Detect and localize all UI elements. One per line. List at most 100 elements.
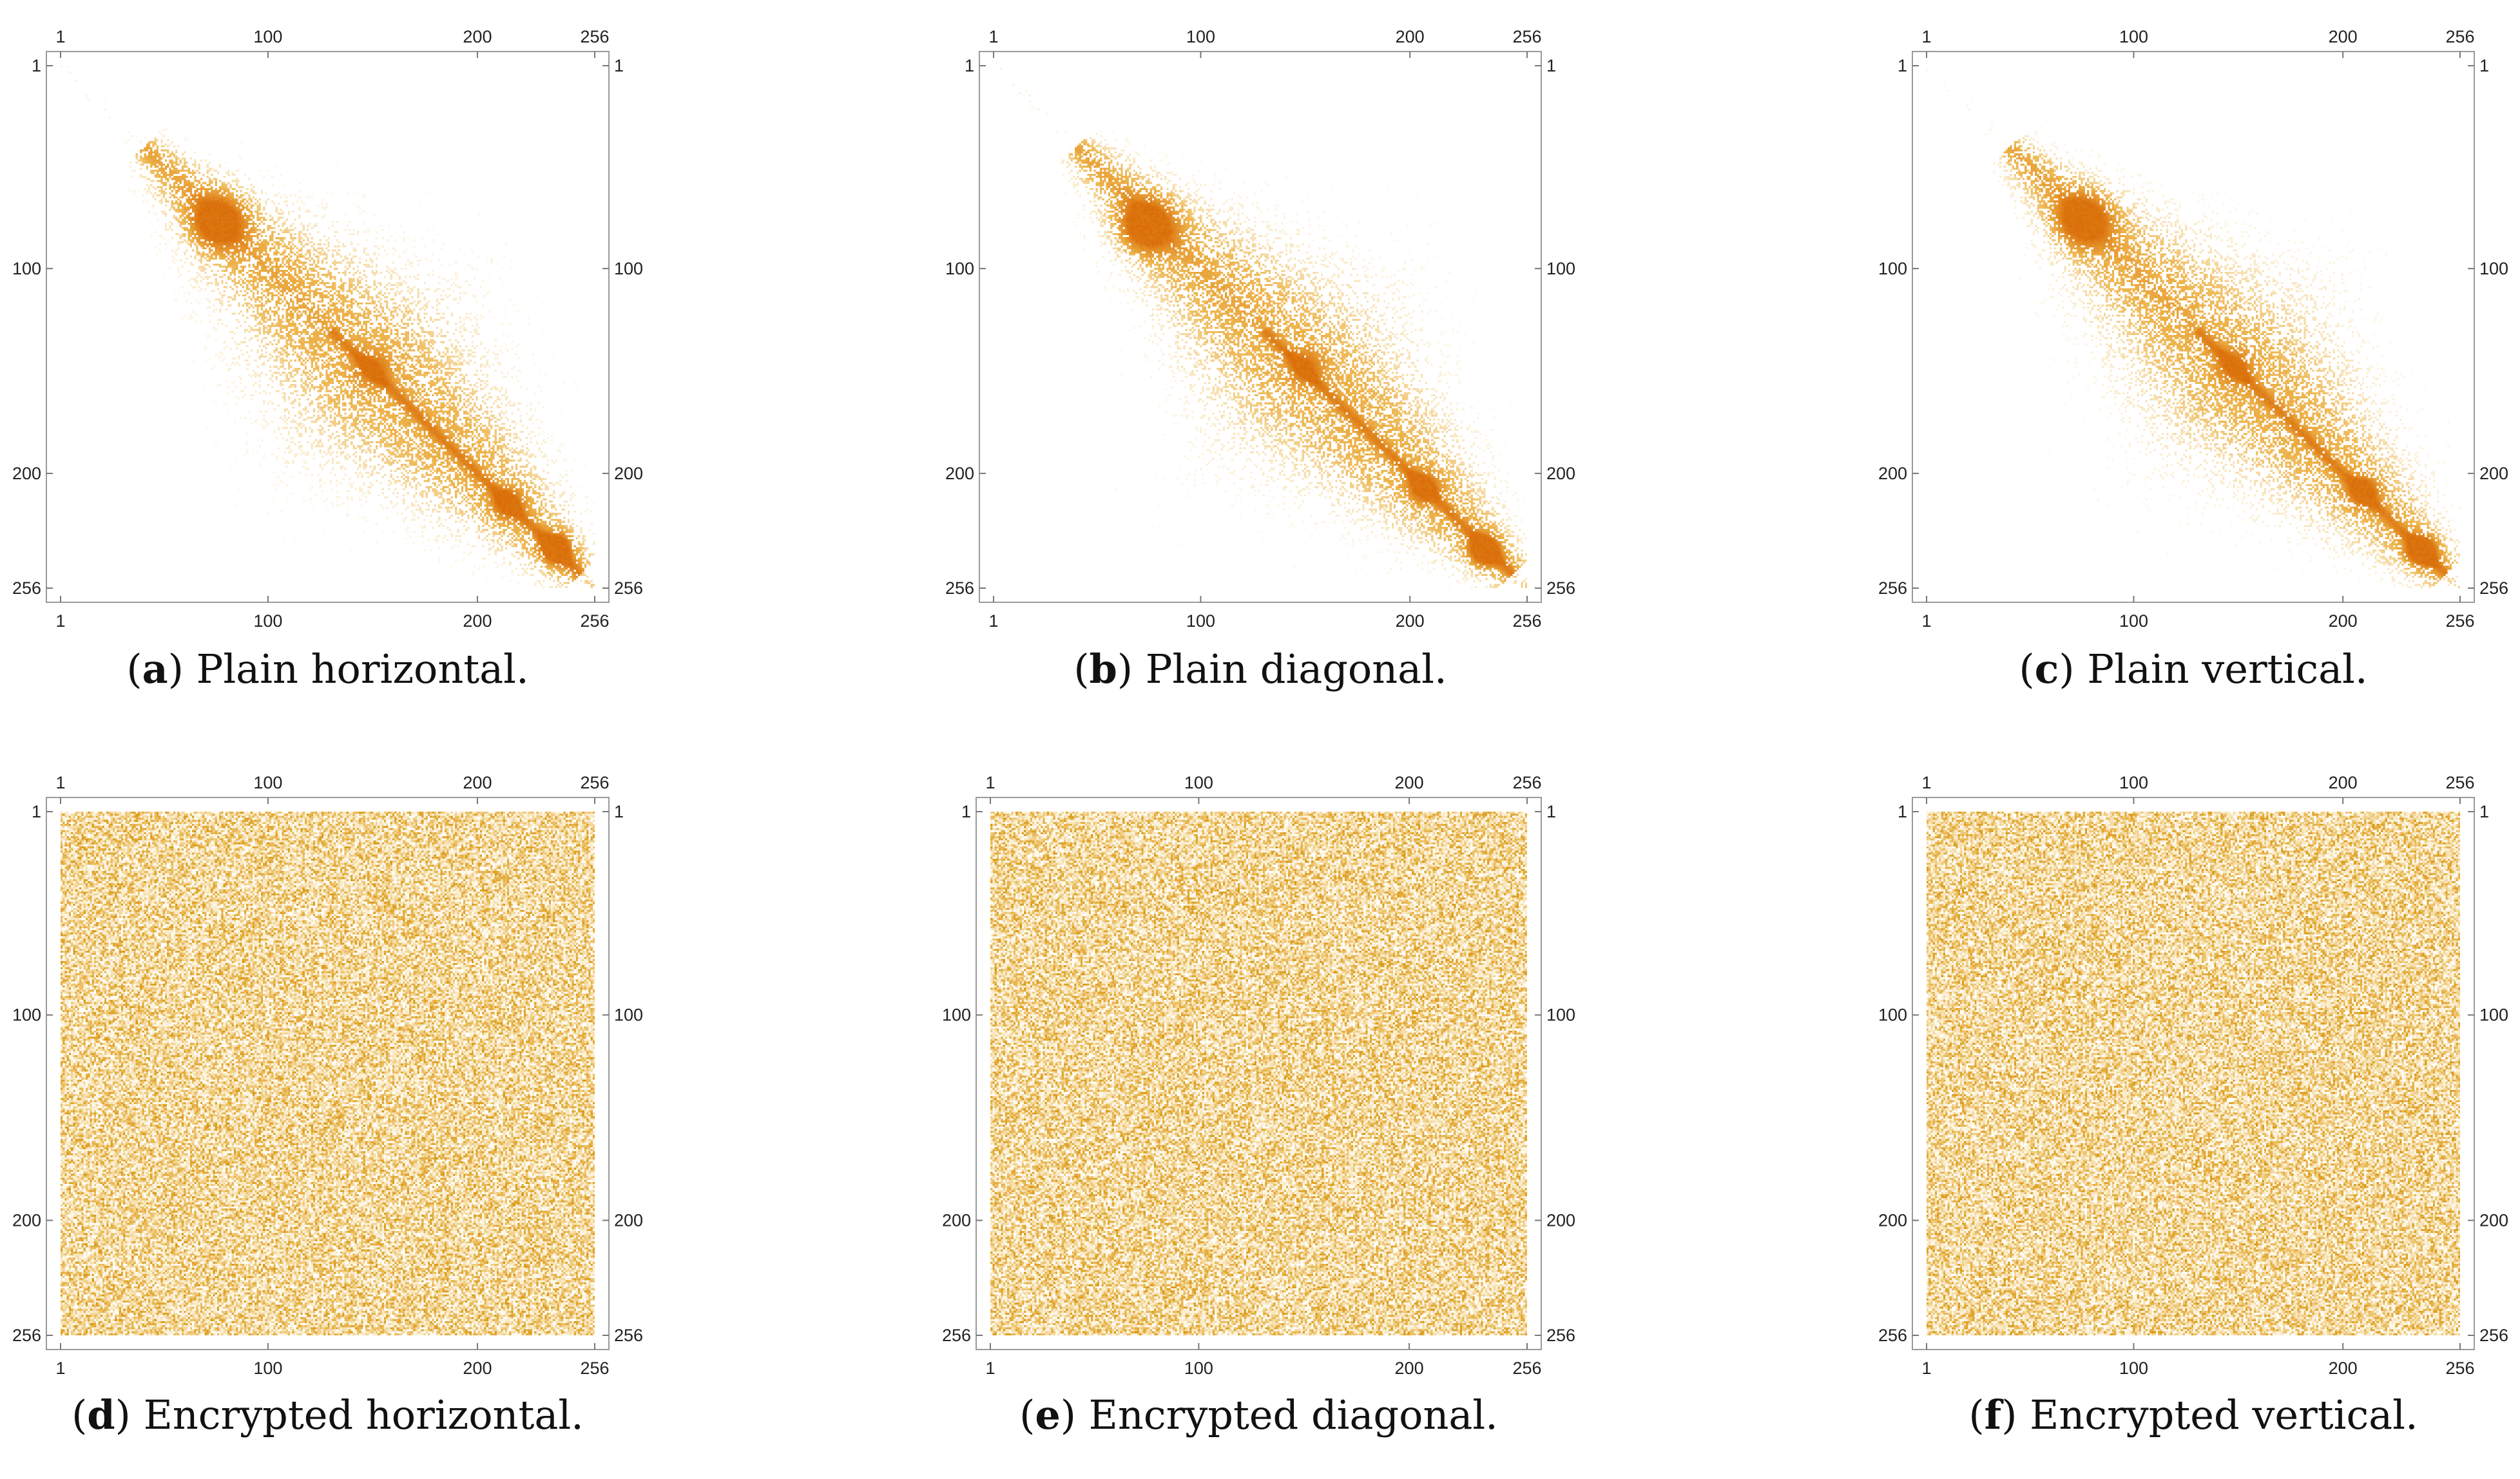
x-tick-label-top: 200 xyxy=(2329,773,2358,792)
x-tick-label-bottom: 100 xyxy=(1184,1359,1213,1378)
y-tick-label-right: 256 xyxy=(614,578,643,598)
y-tick-label-left: 200 xyxy=(12,1210,41,1230)
y-tick-label-left: 100 xyxy=(945,259,974,278)
x-tick-label-top: 200 xyxy=(1396,27,1425,46)
y-tick-label-left: 256 xyxy=(1878,1326,1907,1345)
y-tick-label-left: 256 xyxy=(942,1326,971,1345)
y-tick-label-right: 1 xyxy=(614,802,624,821)
x-tick-label-top: 256 xyxy=(580,773,609,792)
caption-paren-close: ) xyxy=(1060,1391,1089,1438)
x-tick-label-top: 100 xyxy=(1186,27,1215,46)
y-tick-label-left: 1 xyxy=(32,802,41,821)
y-tick-label-right: 1 xyxy=(2479,56,2489,75)
heatmap-plot-a xyxy=(61,66,595,588)
y-tick-label-right: 200 xyxy=(614,1210,643,1230)
x-tick-label-bottom: 200 xyxy=(2329,611,2358,631)
y-tick-label-right: 1 xyxy=(2479,802,2489,821)
panel-letter: f xyxy=(1984,1391,2002,1438)
panel-letter: c xyxy=(2034,645,2059,692)
y-tick-label-right: 200 xyxy=(2479,464,2508,483)
panel-caption: (d) Encrypted horizontal. xyxy=(0,1391,738,1438)
x-tick-label-bottom: 256 xyxy=(1512,611,1541,631)
x-tick-label-top: 200 xyxy=(1395,773,1424,792)
x-tick-label-top: 1 xyxy=(1921,27,1931,46)
panel-letter: b xyxy=(1089,645,1117,692)
caption-paren-open: ( xyxy=(72,1391,88,1438)
heatmap-plot-f xyxy=(1927,812,2460,1335)
y-tick-label-right: 100 xyxy=(2479,259,2508,278)
y-tick-label-left: 1 xyxy=(961,802,971,821)
y-tick-label-left: 200 xyxy=(942,1210,971,1230)
y-tick-label-left: 256 xyxy=(1878,578,1907,598)
y-tick-label-left: 256 xyxy=(945,578,974,598)
y-tick-label-right: 256 xyxy=(1546,1326,1575,1345)
panel-letter: d xyxy=(87,1391,115,1438)
x-tick-label-bottom: 100 xyxy=(1186,611,1215,631)
plot-border xyxy=(979,51,1542,603)
heatmap-plot-b xyxy=(994,66,1527,588)
x-tick-label-top: 100 xyxy=(2119,773,2148,792)
y-tick-label-right: 200 xyxy=(2479,1210,2508,1230)
y-tick-label-left: 1 xyxy=(965,56,974,75)
y-tick-label-left: 256 xyxy=(12,578,41,598)
caption-text: Plain horizontal. xyxy=(196,645,529,692)
x-tick-label-bottom: 200 xyxy=(1396,611,1425,631)
x-tick-label-bottom: 1 xyxy=(985,1359,995,1378)
caption-text: Encrypted horizontal. xyxy=(143,1391,584,1438)
heatmap-plot-c xyxy=(1927,66,2460,588)
x-tick-label-top: 256 xyxy=(1512,27,1541,46)
x-tick-label-bottom: 100 xyxy=(2119,611,2148,631)
panel-letter: a xyxy=(142,645,168,692)
x-tick-label-bottom: 200 xyxy=(1395,1359,1424,1378)
caption-paren-close: ) xyxy=(115,1391,144,1438)
panel-caption: (f) Encrypted vertical. xyxy=(1784,1391,2520,1438)
y-tick-label-right: 200 xyxy=(1546,1210,1575,1230)
caption-paren-close: ) xyxy=(2001,1391,2030,1438)
x-tick-label-bottom: 1 xyxy=(55,1359,65,1378)
x-tick-label-bottom: 1 xyxy=(1921,611,1931,631)
plot-border xyxy=(976,797,1542,1350)
x-tick-label-top: 100 xyxy=(253,773,282,792)
x-tick-label-top: 1 xyxy=(55,773,65,792)
x-tick-label-bottom: 200 xyxy=(463,1359,492,1378)
x-tick-label-top: 200 xyxy=(463,773,492,792)
y-tick-label-left: 256 xyxy=(12,1326,41,1345)
y-tick-label-left: 100 xyxy=(942,1006,971,1025)
panel-letter: e xyxy=(1035,1391,1061,1438)
x-tick-label-top: 1 xyxy=(988,27,998,46)
x-tick-label-top: 256 xyxy=(580,27,609,46)
x-tick-label-top: 256 xyxy=(1512,773,1541,792)
x-tick-label-bottom: 1 xyxy=(988,611,998,631)
plot-border xyxy=(1912,797,2475,1350)
x-tick-label-bottom: 100 xyxy=(253,1359,282,1378)
x-tick-label-bottom: 100 xyxy=(253,611,282,631)
caption-paren-close: ) xyxy=(1117,645,1146,692)
y-tick-label-left: 1 xyxy=(32,56,41,75)
y-tick-label-left: 1 xyxy=(1898,802,1907,821)
x-tick-label-top: 100 xyxy=(2119,27,2148,46)
y-tick-label-left: 100 xyxy=(12,259,41,278)
y-tick-label-right: 100 xyxy=(1546,1006,1575,1025)
y-tick-label-right: 100 xyxy=(614,1006,643,1025)
y-tick-label-right: 256 xyxy=(2479,578,2508,598)
caption-text: Encrypted vertical. xyxy=(2030,1391,2418,1438)
plot-border xyxy=(46,797,610,1350)
y-tick-label-right: 1 xyxy=(1546,802,1556,821)
x-tick-label-bottom: 1 xyxy=(1921,1359,1931,1378)
y-tick-label-left: 200 xyxy=(1878,464,1907,483)
y-tick-label-right: 256 xyxy=(614,1326,643,1345)
y-tick-label-right: 256 xyxy=(2479,1326,2508,1345)
x-tick-label-top: 100 xyxy=(1184,773,1213,792)
x-tick-label-top: 1 xyxy=(55,27,65,46)
x-tick-label-top: 1 xyxy=(1921,773,1931,792)
caption-paren-open: ( xyxy=(1968,1391,1985,1438)
x-tick-label-bottom: 200 xyxy=(463,611,492,631)
x-tick-label-bottom: 1 xyxy=(55,611,65,631)
caption-paren-open: ( xyxy=(1019,1391,1035,1438)
